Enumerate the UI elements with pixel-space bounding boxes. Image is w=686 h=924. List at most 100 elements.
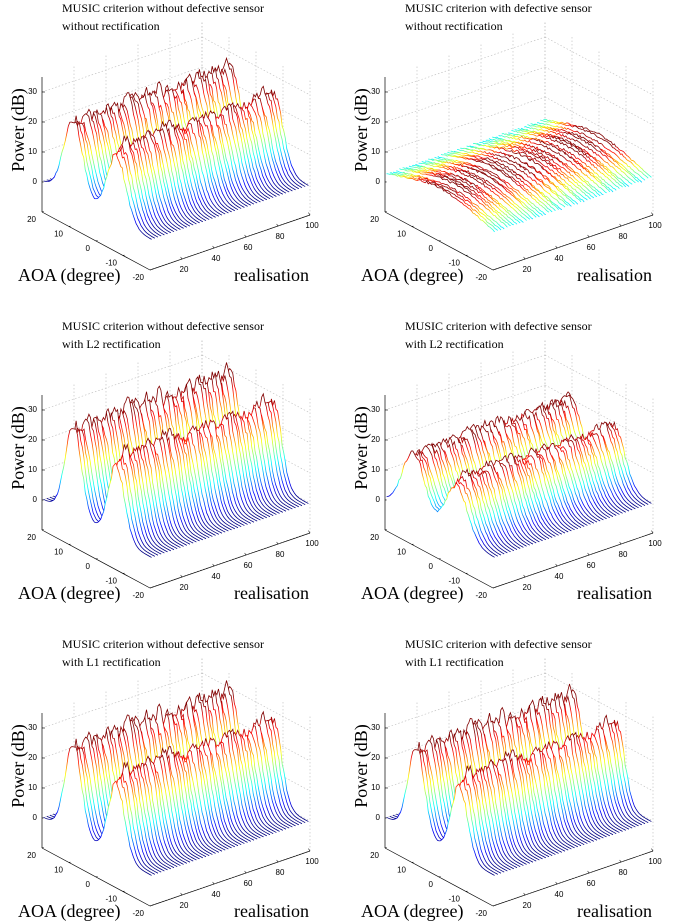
waterfall-curve bbox=[498, 135, 607, 194]
waterfall-curve bbox=[447, 151, 556, 212]
waterfall-curve bbox=[479, 141, 588, 201]
aoa-tick-label: 0 bbox=[86, 562, 91, 571]
realisation-axis-label: realisation bbox=[234, 265, 309, 285]
grid-line bbox=[544, 702, 654, 762]
grid-line bbox=[544, 414, 654, 474]
aoa-tick-label: 10 bbox=[397, 866, 406, 875]
z-axis-label: Power (dB) bbox=[8, 88, 29, 172]
aoa-tick-label: -20 bbox=[132, 909, 144, 918]
waterfall-curve bbox=[501, 133, 611, 193]
grid-line bbox=[201, 36, 311, 96]
panel-subtitle: with L1 rectification bbox=[62, 655, 161, 669]
curve-fill bbox=[386, 749, 495, 906]
z-axis-label: Power (dB) bbox=[8, 724, 29, 808]
realisation-axis-label: realisation bbox=[234, 901, 309, 921]
aoa-tick-label: -20 bbox=[475, 909, 487, 918]
aoa-tick-label: 20 bbox=[370, 533, 379, 542]
waterfall-curve bbox=[392, 171, 502, 231]
aoa-axis-label: AOA (degree) bbox=[361, 265, 463, 286]
z-tick-label: 20 bbox=[28, 435, 37, 444]
aoa-axis-label: AOA (degree) bbox=[18, 583, 120, 604]
realisation-tick-label: 60 bbox=[587, 243, 596, 252]
waterfall-curve bbox=[472, 142, 582, 203]
realisation-tick-label: 20 bbox=[180, 265, 189, 274]
aoa-tick-label: 10 bbox=[397, 548, 406, 557]
aoa-axis-label: AOA (degree) bbox=[361, 901, 463, 922]
waterfall-curve bbox=[386, 749, 495, 876]
realisation-tick-label: 80 bbox=[619, 550, 628, 559]
panel: MUSIC criterion with defective sensor wit… bbox=[351, 319, 662, 604]
aoa-tick-label: -20 bbox=[475, 273, 487, 282]
grid-line bbox=[41, 66, 203, 123]
aoa-tick-label: -10 bbox=[105, 577, 117, 586]
waterfall-curve bbox=[466, 145, 575, 205]
axis-line bbox=[492, 214, 654, 271]
waterfall-curve bbox=[421, 160, 531, 220]
z-axis-label: Power (dB) bbox=[351, 88, 372, 172]
aoa-tick-label: 20 bbox=[370, 851, 379, 860]
panel: MUSIC criterion without defective sensor… bbox=[8, 1, 319, 286]
aoa-tick bbox=[492, 904, 497, 907]
panel: MUSIC criterion without defective sensor… bbox=[8, 637, 319, 922]
z-tick-label: 30 bbox=[371, 405, 380, 414]
aoa-tick-label: 0 bbox=[429, 562, 434, 571]
aoa-tick bbox=[149, 268, 154, 271]
panel-title: MUSIC criterion without defective sensor bbox=[62, 637, 264, 651]
aoa-tick-label: -20 bbox=[132, 591, 144, 600]
aoa-tick-label: 20 bbox=[27, 851, 36, 860]
aoa-tick-label: -20 bbox=[132, 273, 144, 282]
waterfall-curve bbox=[389, 172, 499, 231]
realisation-axis-label: realisation bbox=[577, 265, 652, 285]
waterfall-curve bbox=[43, 428, 152, 558]
waterfall-curve bbox=[412, 164, 521, 224]
axis-line bbox=[149, 214, 311, 271]
aoa-axis-label: AOA (degree) bbox=[18, 901, 120, 922]
z-tick-label: 10 bbox=[371, 465, 380, 474]
grid-line bbox=[544, 384, 654, 444]
waterfall-curve bbox=[405, 167, 514, 226]
z-tick-label: 10 bbox=[28, 465, 37, 474]
aoa-tick-label: 10 bbox=[397, 230, 406, 239]
realisation-tick-label: 80 bbox=[276, 232, 285, 241]
waterfall-curve bbox=[444, 153, 553, 213]
z-tick-label: 10 bbox=[371, 783, 380, 792]
grid-line bbox=[201, 96, 311, 156]
realisation-tick-label: 80 bbox=[619, 232, 628, 241]
z-tick-label: 20 bbox=[28, 753, 37, 762]
grid-line bbox=[201, 354, 311, 414]
waterfall-curve bbox=[408, 165, 518, 225]
waterfall-curve bbox=[440, 154, 550, 213]
aoa-tick-label: 0 bbox=[86, 880, 91, 889]
z-tick-label: 0 bbox=[376, 813, 381, 822]
realisation-axis-label: realisation bbox=[234, 583, 309, 603]
aoa-tick bbox=[492, 586, 497, 589]
waterfall-curve bbox=[460, 147, 569, 206]
grid-line bbox=[384, 96, 546, 153]
panel: MUSIC criterion with defective sensor wit… bbox=[351, 1, 662, 286]
realisation-tick-label: 40 bbox=[555, 572, 564, 581]
z-tick-label: 10 bbox=[371, 147, 380, 156]
panel: MUSIC criterion without defective sensor… bbox=[8, 319, 319, 604]
z-axis-label: Power (dB) bbox=[351, 724, 372, 808]
waterfall-curve bbox=[508, 132, 617, 191]
realisation-axis-label: realisation bbox=[577, 583, 652, 603]
realisation-tick-label: 80 bbox=[619, 868, 628, 877]
waterfall-curve bbox=[540, 119, 649, 179]
realisation-tick-label: 80 bbox=[276, 868, 285, 877]
realisation-tick-label: 60 bbox=[587, 879, 596, 888]
realisation-tick-label: 20 bbox=[180, 583, 189, 592]
z-tick-label: 30 bbox=[28, 405, 37, 414]
curve-fill bbox=[43, 428, 152, 588]
aoa-tick-label: 0 bbox=[86, 244, 91, 253]
waterfall-curve bbox=[517, 128, 627, 188]
panel-title: MUSIC criterion without defective sensor bbox=[62, 319, 264, 333]
waterfall-curve bbox=[396, 170, 505, 230]
aoa-tick-label: 10 bbox=[54, 866, 63, 875]
waterfall-curve bbox=[456, 149, 566, 208]
aoa-tick-label: 10 bbox=[54, 548, 63, 557]
grid-line bbox=[384, 36, 546, 93]
realisation-tick-label: 100 bbox=[305, 857, 319, 866]
z-axis-label: Power (dB) bbox=[351, 406, 372, 490]
waterfall-curve bbox=[514, 129, 623, 188]
